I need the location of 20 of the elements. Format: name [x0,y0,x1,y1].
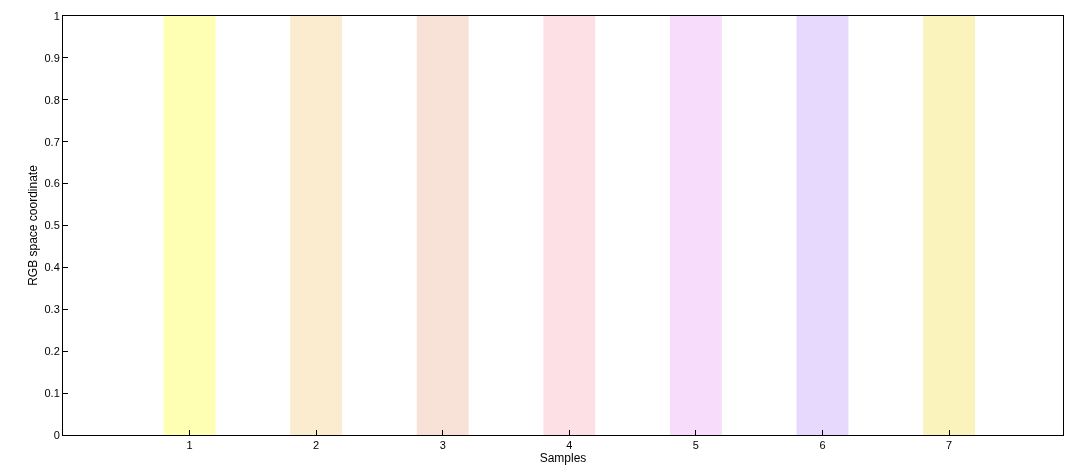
y-tick-label: 0.4 [44,261,60,274]
x-tick-label: 4 [566,439,573,452]
x-tick-label: 5 [692,439,699,452]
y-tick-label: 0.1 [44,386,60,399]
y-tick-label: 0.8 [44,93,60,106]
y-tick-label: 0.6 [44,177,60,190]
y-tick-label: 0.7 [44,135,60,148]
x-tick-label: 7 [946,439,953,452]
x-tick-label: 1 [186,439,193,452]
y-tick-label: 0 [53,428,60,441]
y-tick-label: 0.5 [44,219,60,232]
x-tick-label: 3 [439,439,446,452]
y-tick-label: 1 [53,9,60,22]
y-tick-label: 0.3 [44,303,60,316]
x-tick-label: 2 [313,439,320,452]
y-tick-label: 0.2 [44,345,60,358]
y-axis-title: RGB space coordinate [25,164,40,286]
y-tick-label: 0.9 [44,51,60,64]
x-axis-title: Samples [539,451,587,466]
x-tick-label: 6 [819,439,826,452]
